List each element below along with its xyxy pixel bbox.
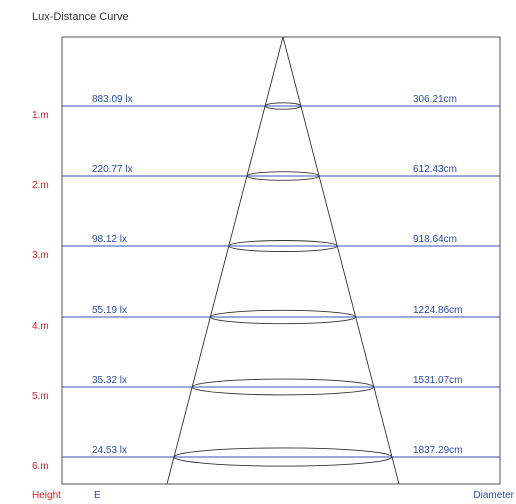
beam-cross-section-6 [173, 447, 393, 467]
lux-value-5: 35.32 lx [92, 375, 127, 386]
distance-rows: 1.m 883.09 lx 306.21cm 2.m 220.77 lx 612.43cm… [32, 94, 500, 472]
diameter-value-5: 1531.07cm [413, 375, 462, 386]
height-label-2: 2.m [32, 180, 49, 191]
height-label-3: 3.m [32, 250, 49, 261]
lux-value-1: 883.09 lx [92, 94, 133, 105]
beam-cross-section-4 [209, 309, 357, 325]
beam-cone-left-edge [166, 36, 284, 485]
beam-cross-section-5 [191, 378, 375, 396]
height-label-6: 6.m [32, 461, 49, 472]
lux-value-2: 220.77 lx [92, 164, 133, 175]
lux-value-4: 55.19 lx [92, 305, 127, 316]
height-label-4: 4.m [32, 321, 49, 332]
diameter-value-2: 612.43cm [413, 164, 457, 175]
illuminance-column-label: E [94, 490, 101, 501]
beam-cross-section-1 [264, 102, 302, 110]
chart-frame [61, 36, 501, 485]
height-label-5: 5.m [32, 391, 49, 402]
diameter-value-6: 1837.29cm [413, 445, 462, 456]
diameter-value-3: 918.64cm [413, 234, 457, 245]
lux-value-6: 24.53 lx [92, 445, 127, 456]
height-label-1: 1.m [32, 110, 49, 121]
diameter-value-1: 306.21cm [413, 94, 457, 105]
height-column-label: Height [32, 490, 61, 501]
diameter-column-label: Diameter [473, 490, 514, 501]
lux-value-3: 98.12 lx [92, 234, 127, 245]
diameter-value-4: 1224.86cm [413, 305, 462, 316]
diagram-title: Lux-Distance Curve [32, 11, 129, 23]
beam-cross-section-3 [228, 240, 338, 252]
beam-cross-section-2 [246, 171, 320, 181]
beam-cone-right-edge [282, 36, 400, 485]
